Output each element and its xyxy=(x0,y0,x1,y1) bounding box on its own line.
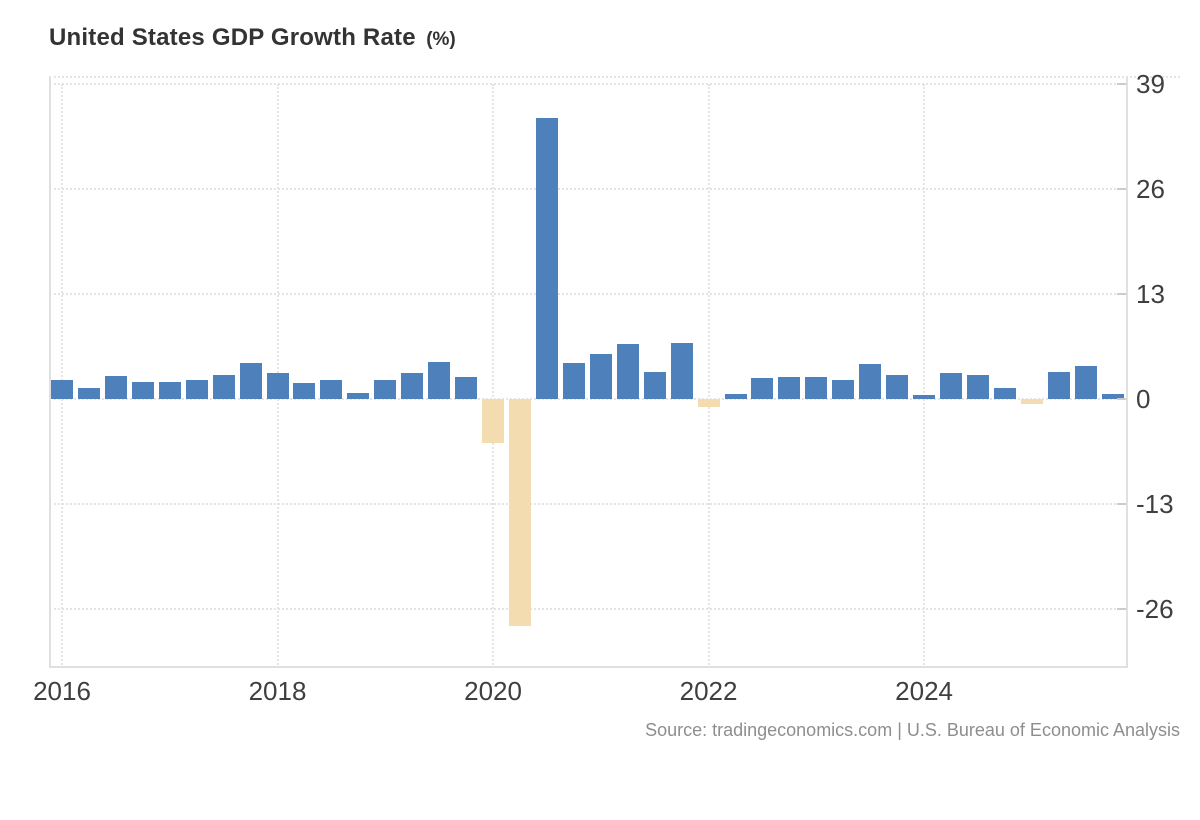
bar-2017-q1[interactable] xyxy=(158,382,181,399)
y-axis-label--26: -26 xyxy=(1136,594,1174,625)
bar-2021-q4[interactable] xyxy=(670,343,693,399)
gridline-y-0 xyxy=(49,398,1128,400)
bar-2016-q2[interactable] xyxy=(77,388,100,399)
bar-2021-q2[interactable] xyxy=(616,344,639,399)
gridline-y-26 xyxy=(49,187,1128,190)
bar-2017-q3[interactable] xyxy=(212,374,235,399)
bar-2025-q3[interactable] xyxy=(1074,365,1097,399)
x-axis-label-2020: 2020 xyxy=(464,676,522,706)
y-tick-26 xyxy=(1117,187,1126,190)
y-axis-line-right xyxy=(1126,77,1128,668)
bar-2024-q2[interactable] xyxy=(940,373,963,399)
bar-2016-q4[interactable] xyxy=(131,382,154,399)
y-tick-13 xyxy=(1117,292,1126,295)
y-axis-label-39: 39 xyxy=(1136,68,1165,99)
x-axis-label-2016: 2016 xyxy=(33,676,91,706)
y-tick--26 xyxy=(1117,608,1126,611)
y-tick--13 xyxy=(1117,503,1126,506)
bar-2018-q3[interactable] xyxy=(320,379,343,399)
y-axis-label--13: -13 xyxy=(1136,489,1174,520)
bar-2020-q2[interactable] xyxy=(508,399,531,627)
title-separator xyxy=(49,76,1180,78)
bar-2017-q4[interactable] xyxy=(239,363,262,399)
bar-2019-q4[interactable] xyxy=(455,377,478,399)
gridline-x-2022 xyxy=(707,84,710,668)
gridline-y-13 xyxy=(49,292,1128,295)
bar-2019-q3[interactable] xyxy=(428,361,451,399)
chart-title: United States GDP Growth Rate (%) xyxy=(49,24,456,52)
bar-2020-q3[interactable] xyxy=(535,117,558,399)
gridline-x-2020 xyxy=(492,84,495,668)
bar-2021-q1[interactable] xyxy=(589,353,612,399)
gridline-x-2016 xyxy=(61,84,63,668)
bar-2023-q2[interactable] xyxy=(832,379,855,399)
bar-2025-q2[interactable] xyxy=(1047,371,1070,399)
bar-2016-q3[interactable] xyxy=(104,376,127,399)
x-axis-label-2018: 2018 xyxy=(248,676,307,706)
bar-2024-q4[interactable] xyxy=(993,387,1016,399)
bar-2022-q1[interactable] xyxy=(697,399,720,408)
x-axis-label-2024: 2024 xyxy=(895,676,953,706)
bar-2018-q4[interactable] xyxy=(347,393,370,399)
chart-title-unit: (%) xyxy=(426,29,456,50)
gridline-y--26 xyxy=(49,608,1128,611)
gridline-x-2024 xyxy=(923,84,926,668)
bar-2017-q2[interactable] xyxy=(185,379,208,399)
bar-2023-q1[interactable] xyxy=(805,377,828,399)
y-tick-39 xyxy=(1117,82,1126,85)
bar-2021-q3[interactable] xyxy=(643,372,666,399)
source-attribution: Source: tradingeconomics.com | U.S. Bure… xyxy=(645,720,1180,740)
gridline-y-39 xyxy=(49,82,1128,85)
y-axis-label-26: 26 xyxy=(1136,173,1165,204)
bar-2018-q1[interactable] xyxy=(266,373,289,399)
plot-area xyxy=(49,77,1128,668)
bar-2022-q2[interactable] xyxy=(724,394,747,399)
y-tick-0 xyxy=(1117,398,1126,400)
bar-2022-q3[interactable] xyxy=(751,377,774,399)
bar-2020-q4[interactable] xyxy=(562,363,585,399)
bar-2023-q4[interactable] xyxy=(886,374,909,399)
chart-title-text: United States GDP Growth Rate xyxy=(49,24,416,51)
bar-2024-q1[interactable] xyxy=(913,394,936,399)
bar-2016-q1[interactable] xyxy=(51,380,73,399)
bar-2023-q3[interactable] xyxy=(859,364,882,399)
bar-2019-q2[interactable] xyxy=(401,373,424,399)
x-axis-line xyxy=(49,666,1128,668)
bar-2025-q4[interactable] xyxy=(1101,394,1124,399)
bar-2025-q1[interactable] xyxy=(1020,399,1043,404)
y-axis-label-0: 0 xyxy=(1136,384,1151,414)
x-axis-label-2022: 2022 xyxy=(679,676,738,706)
y-axis-line-left xyxy=(49,77,51,668)
bar-2024-q3[interactable] xyxy=(966,374,989,399)
bar-2018-q2[interactable] xyxy=(293,382,316,399)
bar-2019-q1[interactable] xyxy=(374,379,397,399)
bar-2020-q1[interactable] xyxy=(482,399,505,444)
gridline-y--13 xyxy=(49,503,1128,506)
bar-2022-q4[interactable] xyxy=(778,377,801,399)
y-axis-label-13: 13 xyxy=(1136,278,1165,309)
